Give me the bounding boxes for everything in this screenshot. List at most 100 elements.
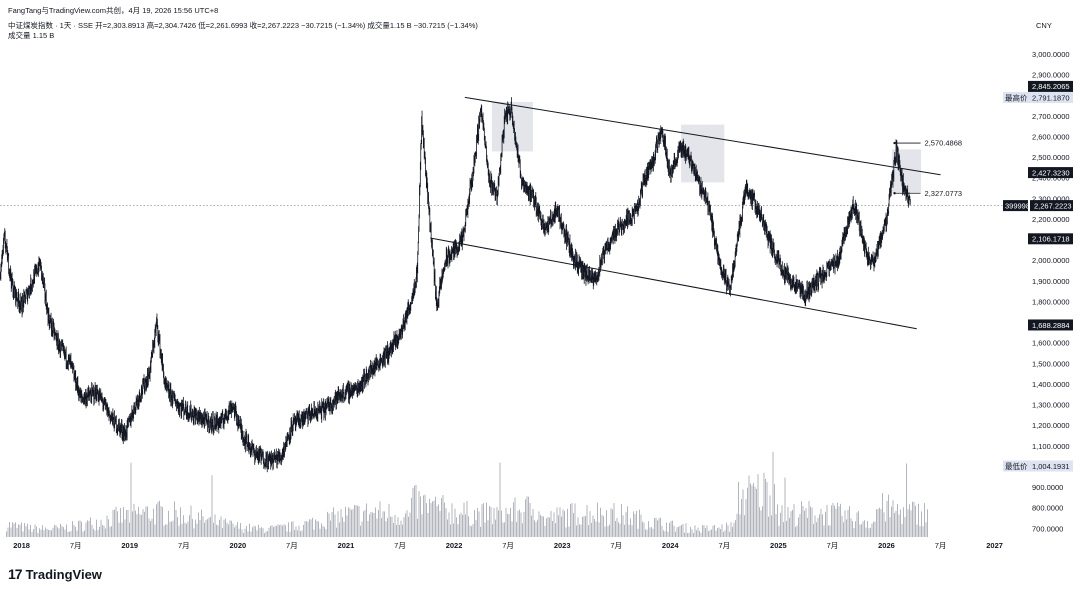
volume-bar: [262, 528, 264, 537]
volume-bar: [127, 509, 129, 537]
volume-bar: [672, 520, 673, 537]
stat-tag: 最高价: [1005, 92, 1028, 102]
volume-bar: [828, 525, 829, 537]
volume-bar: [871, 523, 873, 537]
volume-bar: [534, 520, 535, 537]
volume-bar: [699, 530, 700, 537]
volume-bar: [37, 532, 39, 537]
volume-bar: [130, 462, 132, 537]
volume-bar: [661, 525, 663, 537]
volume-bar: [783, 522, 784, 537]
volume-bar: [12, 522, 13, 537]
volume-bar: [430, 503, 432, 537]
volume-bar: [408, 516, 409, 537]
volume-bar: [304, 521, 306, 537]
volume-bar: [874, 521, 876, 537]
price-marker-label: 2,427.3230: [1032, 168, 1070, 177]
volume-bar: [826, 504, 828, 537]
volume-bar: [93, 528, 94, 537]
volume-bar: [526, 496, 528, 537]
volume-bar: [54, 524, 55, 537]
volume-bar: [805, 508, 807, 537]
volume-bar: [249, 523, 250, 537]
price-marker-box: [1028, 233, 1073, 245]
volume-bar: [862, 521, 864, 537]
volume-bar: [478, 511, 480, 537]
currency-label[interactable]: CNY: [1036, 21, 1052, 30]
volume-bar: [814, 515, 816, 537]
volume-bar: [807, 517, 808, 537]
volume-bar: [462, 514, 463, 537]
volume-bar: [796, 525, 798, 537]
volume-bar: [543, 516, 544, 537]
volume-bar: [510, 507, 511, 537]
volume-bar: [894, 512, 895, 537]
volume-bar: [567, 508, 568, 537]
price-annotations: 2,570.4868 2,327.0773: [893, 139, 962, 198]
volume-bar: [400, 520, 402, 537]
volume-bar: [678, 526, 679, 537]
volume-bar: [112, 509, 114, 537]
stat-box: [1003, 460, 1073, 472]
volume-bar: [676, 527, 678, 537]
volume-bar: [394, 514, 396, 537]
volume-bar: [876, 509, 877, 537]
volume-bar: [381, 518, 382, 537]
volume-bar: [847, 509, 849, 537]
volume-bar: [486, 502, 487, 537]
volume-bar: [741, 499, 742, 537]
volume-bar: [651, 527, 652, 537]
volume-bar: [405, 513, 406, 537]
volume-bar: [889, 517, 891, 537]
volume-bar: [538, 511, 540, 537]
volume-bar: [517, 510, 519, 537]
volume-bar: [417, 518, 418, 537]
tradingview-logo[interactable]: 17 TradingView: [8, 566, 102, 582]
volume-bar: [900, 509, 901, 537]
volume-bar: [450, 524, 451, 537]
volume-bar: [145, 506, 147, 537]
volume-bar: [910, 510, 912, 537]
volume-bar: [663, 530, 664, 537]
volume-bar: [715, 530, 717, 537]
volume-bar: [333, 507, 334, 537]
volume-bar: [787, 506, 789, 537]
volume-bar: [70, 530, 72, 537]
volume-bar: [214, 514, 216, 537]
volume-bar: [234, 527, 235, 537]
last-price-label: 2,267.2223: [1034, 201, 1072, 210]
volume-bar: [229, 520, 231, 537]
volume-bar: [574, 503, 576, 537]
volume-bar: [549, 517, 550, 537]
volume-bar: [271, 525, 273, 537]
volume-bar: [768, 516, 769, 537]
time-axis[interactable]: 2018 7月 2019 7月 2020 7月 2021 7月 2022 7月 2023 7月 2024…: [13, 541, 1003, 550]
volume-bar: [613, 503, 615, 537]
volume-bar: [628, 524, 630, 537]
volume-bar: [270, 526, 271, 537]
volume-bar: [499, 462, 501, 537]
volume-bar: [63, 527, 64, 537]
volume-bar: [757, 474, 759, 537]
volume-bar: [28, 529, 30, 537]
volume-bar: [412, 488, 414, 537]
volume-bar: [483, 503, 484, 537]
volume-bar: [22, 531, 24, 537]
volume-bar: [849, 506, 850, 537]
volume-bar: [295, 526, 297, 537]
price-axis[interactable]: 3,000.00002,900.00002,800.00002,700.0000…: [0, 50, 1073, 533]
volume-bar: [813, 523, 814, 537]
stat-box: [1003, 92, 1073, 104]
x-tick-label: 2024: [662, 541, 680, 550]
volume-bar: [906, 463, 907, 537]
volume-bar: [633, 511, 634, 537]
y-tick-label: 2,400.0000: [1032, 174, 1070, 183]
volume-bar: [475, 520, 477, 537]
volume-bar: [345, 506, 346, 537]
volume-bar: [223, 519, 225, 537]
volume-bar: [457, 524, 459, 537]
volume-bar: [844, 510, 846, 537]
volume-bar: [76, 530, 78, 537]
volume-bar: [282, 525, 283, 537]
